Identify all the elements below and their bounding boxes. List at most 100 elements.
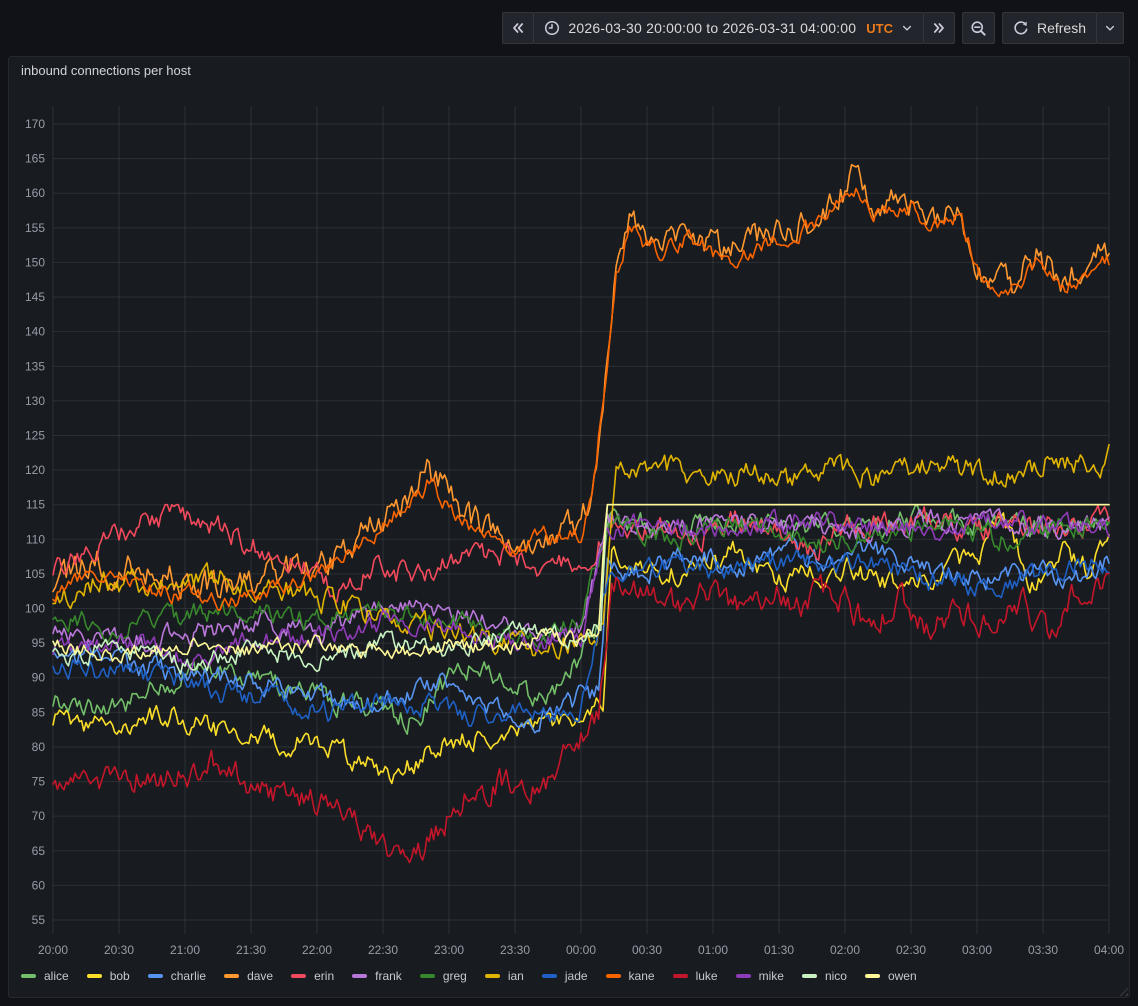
legend-item-erin[interactable]: erin [291, 969, 334, 983]
legend-item-charlie[interactable]: charlie [148, 969, 206, 983]
chevron-down-icon [901, 22, 913, 34]
y-axis-tick-label: 165 [25, 152, 45, 166]
time-shift-back-button[interactable] [502, 12, 534, 44]
legend-swatch-bob [87, 974, 102, 978]
y-axis-tick-label: 120 [25, 463, 45, 477]
time-range-picker-button[interactable]: 2026-03-30 20:00:00 to 2026-03-31 04:00:… [533, 12, 924, 44]
legend-label: alice [44, 969, 69, 983]
double-chevron-left-icon [510, 20, 526, 36]
legend-swatch-greg [420, 974, 435, 978]
legend-swatch-luke [673, 974, 688, 978]
legend-swatch-kane [606, 974, 621, 978]
y-axis-tick-label: 70 [32, 809, 46, 823]
legend-swatch-alice [21, 974, 36, 978]
legend-label: charlie [171, 969, 206, 983]
y-axis-tick-label: 65 [32, 844, 46, 858]
y-axis-tick-label: 105 [25, 567, 45, 581]
legend-swatch-nico [802, 974, 817, 978]
clock-icon [544, 20, 560, 36]
y-axis-tick-label: 55 [32, 913, 46, 927]
legend-swatch-charlie [148, 974, 163, 978]
y-axis-tick-label: 135 [25, 359, 45, 373]
legend-swatch-dave [224, 974, 239, 978]
y-axis-tick-label: 110 [26, 532, 45, 546]
legend-swatch-frank [352, 974, 367, 978]
legend-swatch-jade [542, 974, 557, 978]
y-axis-tick-label: 155 [25, 221, 45, 235]
legend-item-ian[interactable]: ian [485, 969, 524, 983]
x-axis-tick-label: 20:30 [104, 943, 134, 957]
legend-label: dave [247, 969, 273, 983]
x-axis-tick-label: 00:00 [566, 943, 596, 957]
legend-item-bob[interactable]: bob [87, 969, 130, 983]
x-axis-tick-label: 03:00 [962, 943, 992, 957]
y-axis-tick-label: 170 [25, 117, 45, 131]
legend-label: frank [375, 969, 402, 983]
legend-item-dave[interactable]: dave [224, 969, 273, 983]
timeseries-panel: inbound connections per host 55606570758… [8, 56, 1130, 998]
x-axis-tick-label: 20:00 [38, 943, 68, 957]
time-shift-forward-button[interactable] [923, 12, 955, 44]
x-axis-tick-label: 21:00 [170, 943, 200, 957]
y-axis-tick-label: 60 [32, 878, 46, 892]
legend-label: kane [629, 969, 655, 983]
legend-swatch-owen [865, 974, 880, 978]
y-axis-tick-label: 85 [32, 705, 46, 719]
zoom-out-time-button[interactable] [962, 12, 995, 44]
refresh-label: Refresh [1037, 20, 1086, 36]
y-axis-tick-label: 95 [32, 636, 46, 650]
timeseries-chart[interactable]: 55 60 65 70 75 80 85 90 95 100 105 110 115 120 125 130 1… [9, 57, 1129, 961]
zoom-out-icon [970, 20, 987, 37]
y-axis-tick-label: 100 [25, 602, 45, 616]
double-chevron-right-icon [931, 20, 947, 36]
legend-label: owen [888, 969, 917, 983]
legend-swatch-mike [736, 974, 751, 978]
y-axis-tick-label: 115 [26, 498, 45, 512]
refresh-interval-dropdown-button[interactable] [1096, 12, 1124, 44]
legend-label: nico [825, 969, 847, 983]
legend-label: jade [565, 969, 588, 983]
y-axis-tick-label: 140 [25, 325, 45, 339]
time-range-group: 2026-03-30 20:00:00 to 2026-03-31 04:00:… [502, 12, 955, 44]
refresh-icon [1013, 20, 1029, 36]
x-axis-tick-label: 03:30 [1028, 943, 1058, 957]
legend-item-alice[interactable]: alice [21, 969, 69, 983]
legend-item-greg[interactable]: greg [420, 969, 467, 983]
dashboard-toolbar: 2026-03-30 20:00:00 to 2026-03-31 04:00:… [502, 12, 1124, 44]
legend-item-luke[interactable]: luke [673, 969, 718, 983]
x-axis-tick-label: 01:30 [764, 943, 794, 957]
time-range-label: 2026-03-30 20:00:00 to 2026-03-31 04:00:… [568, 20, 856, 36]
x-axis-tick-label: 22:00 [302, 943, 332, 957]
legend-item-kane[interactable]: kane [606, 969, 655, 983]
x-axis-tick-label: 02:30 [896, 943, 926, 957]
legend-swatch-erin [291, 974, 306, 978]
x-axis-tick-label: 23:00 [434, 943, 464, 957]
chart-legend: alice bob charlie dave erin frank greg ian jade k… [21, 961, 1121, 991]
legend-label: erin [314, 969, 334, 983]
legend-label: luke [696, 969, 718, 983]
y-axis-tick-label: 160 [25, 186, 45, 200]
legend-item-owen[interactable]: owen [865, 969, 917, 983]
y-axis-tick-label: 130 [25, 394, 45, 408]
x-axis-tick-label: 22:30 [368, 943, 398, 957]
x-axis-tick-label: 23:30 [500, 943, 530, 957]
x-axis-tick-label: 02:00 [830, 943, 860, 957]
legend-label: mike [759, 969, 784, 983]
legend-label: bob [110, 969, 130, 983]
refresh-button[interactable]: Refresh [1002, 12, 1097, 44]
legend-item-mike[interactable]: mike [736, 969, 784, 983]
legend-label: greg [443, 969, 467, 983]
x-axis-tick-label: 21:30 [236, 943, 266, 957]
legend-swatch-ian [485, 974, 500, 978]
y-axis-tick-label: 90 [32, 671, 46, 685]
timezone-label: UTC [866, 21, 893, 36]
legend-label: ian [508, 969, 524, 983]
x-axis-tick-label: 04:00 [1094, 943, 1124, 957]
legend-item-jade[interactable]: jade [542, 969, 588, 983]
legend-item-nico[interactable]: nico [802, 969, 847, 983]
refresh-group: Refresh [1002, 12, 1124, 44]
y-axis-tick-label: 125 [25, 428, 45, 442]
legend-item-frank[interactable]: frank [352, 969, 402, 983]
y-axis-tick-label: 75 [32, 775, 46, 789]
y-axis-tick-label: 80 [32, 740, 46, 754]
